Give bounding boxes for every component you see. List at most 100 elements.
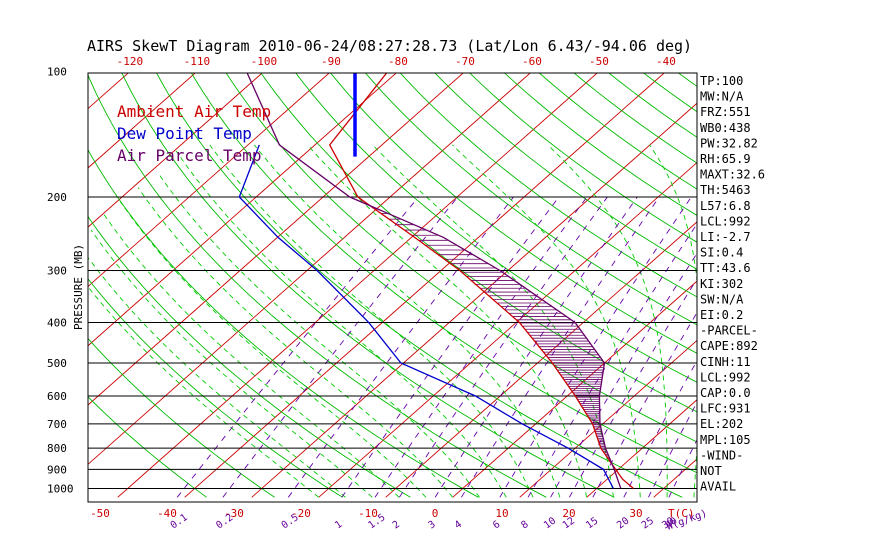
top-temp-tick-label: -50 [589,55,609,68]
index-value: MW:N/A [700,90,744,104]
moist-adiabat-line [103,214,400,498]
index-value: SI:0.4 [700,246,743,260]
pressure-tick-label: 100 [47,66,67,79]
isotherm-line [452,280,697,498]
mixing-ratio-tick-label: 4 [453,519,464,531]
mixing-ratio-line [527,223,697,498]
pressure-tick-label: 500 [47,357,67,370]
index-value: MPL:105 [700,433,751,447]
mixing-ratio-line [569,278,697,498]
mixing-ratio-line [341,196,560,498]
index-value: LCL:992 [700,214,751,228]
index-value: LI:-2.7 [700,230,751,244]
isotherm-line [586,399,697,498]
dry-adiabat-line [538,73,697,190]
legend-entry: Ambient Air Temp [117,102,271,121]
mixing-ratio-line [176,196,419,498]
plot-area [0,72,870,498]
mixing-ratio-line [434,196,638,498]
dry-adiabat-line [88,396,207,498]
index-value: CAPE:892 [700,339,758,353]
mixing-ratio-line [592,311,697,498]
pressure-tick-label: 700 [47,418,67,431]
index-value: LCL:992 [700,370,751,384]
legend-entry: Air Parcel Temp [117,146,262,165]
index-value: EL:202 [700,417,743,431]
legend-entry: Dew Point Temp [117,124,252,143]
mixing-ratio-tick-label: 10 [542,516,558,532]
pressure-tick-label: 600 [47,390,67,403]
mixing-ratio-line [374,196,588,498]
isotherm-line [88,73,397,347]
isotherm-line [88,73,531,465]
index-value: WB0:438 [700,121,751,135]
dry-adiabat-line [399,73,697,298]
index-value: CINH:11 [700,355,751,369]
top-temp-tick-label: -80 [388,55,408,68]
mixing-ratio-line [222,196,459,498]
isotherm-line [88,73,129,110]
temp-unit-label: T(C) [668,507,695,520]
index-value: PW:32.82 [700,136,758,150]
dry-adiabat-line [156,73,683,498]
moist-adiabat-line [119,201,427,498]
bottom-temp-tick-label: -20 [291,507,311,520]
chart-title: AIRS SkewT Diagram 2010-06-24/08:27:28.7… [87,37,692,55]
bottom-temp-tick-label: 30 [629,507,642,520]
mixing-ratio-tick-label: 6 [491,519,502,531]
index-value: KI:302 [700,277,743,291]
index-value: AVAIL [700,480,736,494]
isotherm-line [88,73,196,169]
dry-adiabat-line [364,73,697,326]
isotherm-line [184,73,665,498]
index-value: SW:N/A [700,292,744,306]
dry-adiabat-line [88,215,411,498]
isotherm-line [88,73,263,228]
index-value: EI:0.2 [700,308,743,322]
index-value: TP:100 [700,74,743,88]
y-axis-label: PRESSURE (MB) [72,244,85,330]
bottom-temp-tick-label: -50 [90,507,110,520]
top-temp-tick-label: -40 [656,55,676,68]
moist-adiabat-line [451,144,641,498]
mixing-ratio-line [287,196,514,498]
pressure-tick-label: 1000 [47,483,74,496]
moist-adiabat-line [88,286,319,498]
index-value: RH:65.9 [700,152,751,166]
bottom-temp-tick-label: -30 [224,507,244,520]
pressure-tick-label: 300 [47,264,67,277]
moist-adiabat-line [175,150,507,498]
dry-adiabat-line [469,73,697,243]
index-value: FRZ:551 [700,105,751,119]
dry-adiabat-line [88,278,343,498]
mixing-ratio-tick-label: 3 [427,519,438,531]
index-value: MAXT:32.6 [700,168,765,182]
isotherm-line [117,73,598,498]
isotherm-line [0,72,63,498]
bottom-temp-tick-label: 10 [495,507,508,520]
mixing-ratio-tick-label: 2 [391,519,402,531]
parcel-temp-line [246,73,622,489]
index-value: TT:43.6 [700,261,751,275]
isotherm-line [855,72,870,498]
mixing-ratio-tick-label: 8 [519,519,530,531]
top-temp-tick-label: -60 [522,55,542,68]
index-value: -WIND- [700,448,743,462]
top-temp-tick-label: -120 [117,55,144,68]
dry-adiabat-line [295,73,697,383]
pressure-tick-label: 900 [47,463,67,476]
index-value: -PARCEL- [700,324,758,338]
moist-adiabat-line [547,144,668,498]
top-temp-tick-label: -110 [184,55,211,68]
index-value: NOT [700,464,722,478]
dry-adiabat-line [746,72,870,498]
isotherm-line [653,458,697,498]
dry-adiabat-line [503,73,697,216]
plot-frame [87,72,698,503]
moist-adiabat-line [157,172,480,498]
pressure-tick-label: 200 [47,191,67,204]
pressure-tick-label: 400 [47,317,67,330]
bottom-temp-tick-label: -10 [358,507,378,520]
